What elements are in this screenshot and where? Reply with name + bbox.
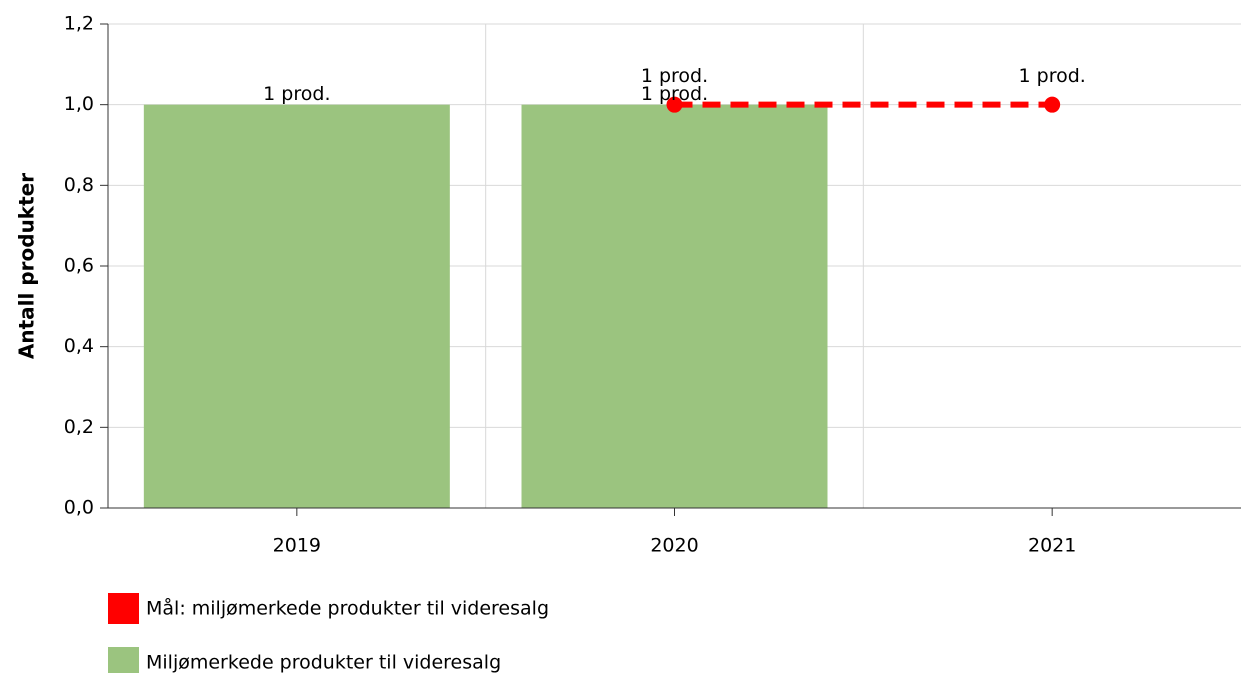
bar: [143, 104, 450, 509]
y-tick-label: 0,0: [64, 497, 94, 519]
y-tick-label: 0,8: [64, 174, 94, 196]
value-label: 1 prod.: [641, 83, 708, 105]
y-tick-label: 0,6: [64, 255, 94, 277]
x-tick-label: 2020: [650, 535, 698, 557]
x-tick-label: 2019: [273, 535, 321, 557]
target-point: [666, 96, 683, 113]
y-tick-label: 1,0: [64, 93, 94, 115]
bar: [521, 104, 828, 509]
x-tick-label: 2021: [1028, 535, 1076, 557]
y-tick-label: 1,2: [64, 13, 94, 35]
y-axis-label: Antall produkter: [15, 173, 39, 359]
value-label: 1 prod.: [1019, 65, 1086, 87]
target-point: [1044, 96, 1061, 113]
y-tick-label: 0,4: [64, 335, 94, 357]
legend-label: Mål: miljømerkede produkter til videresa…: [146, 597, 549, 620]
legend-swatch: [108, 593, 139, 624]
y-tick-label: 0,2: [64, 416, 94, 438]
legend-label: Miljømerkede produkter til videresalg: [146, 652, 501, 673]
legend-swatch: [108, 647, 139, 673]
value-label: 1 prod.: [641, 65, 708, 87]
value-label: 1 prod.: [263, 83, 330, 105]
